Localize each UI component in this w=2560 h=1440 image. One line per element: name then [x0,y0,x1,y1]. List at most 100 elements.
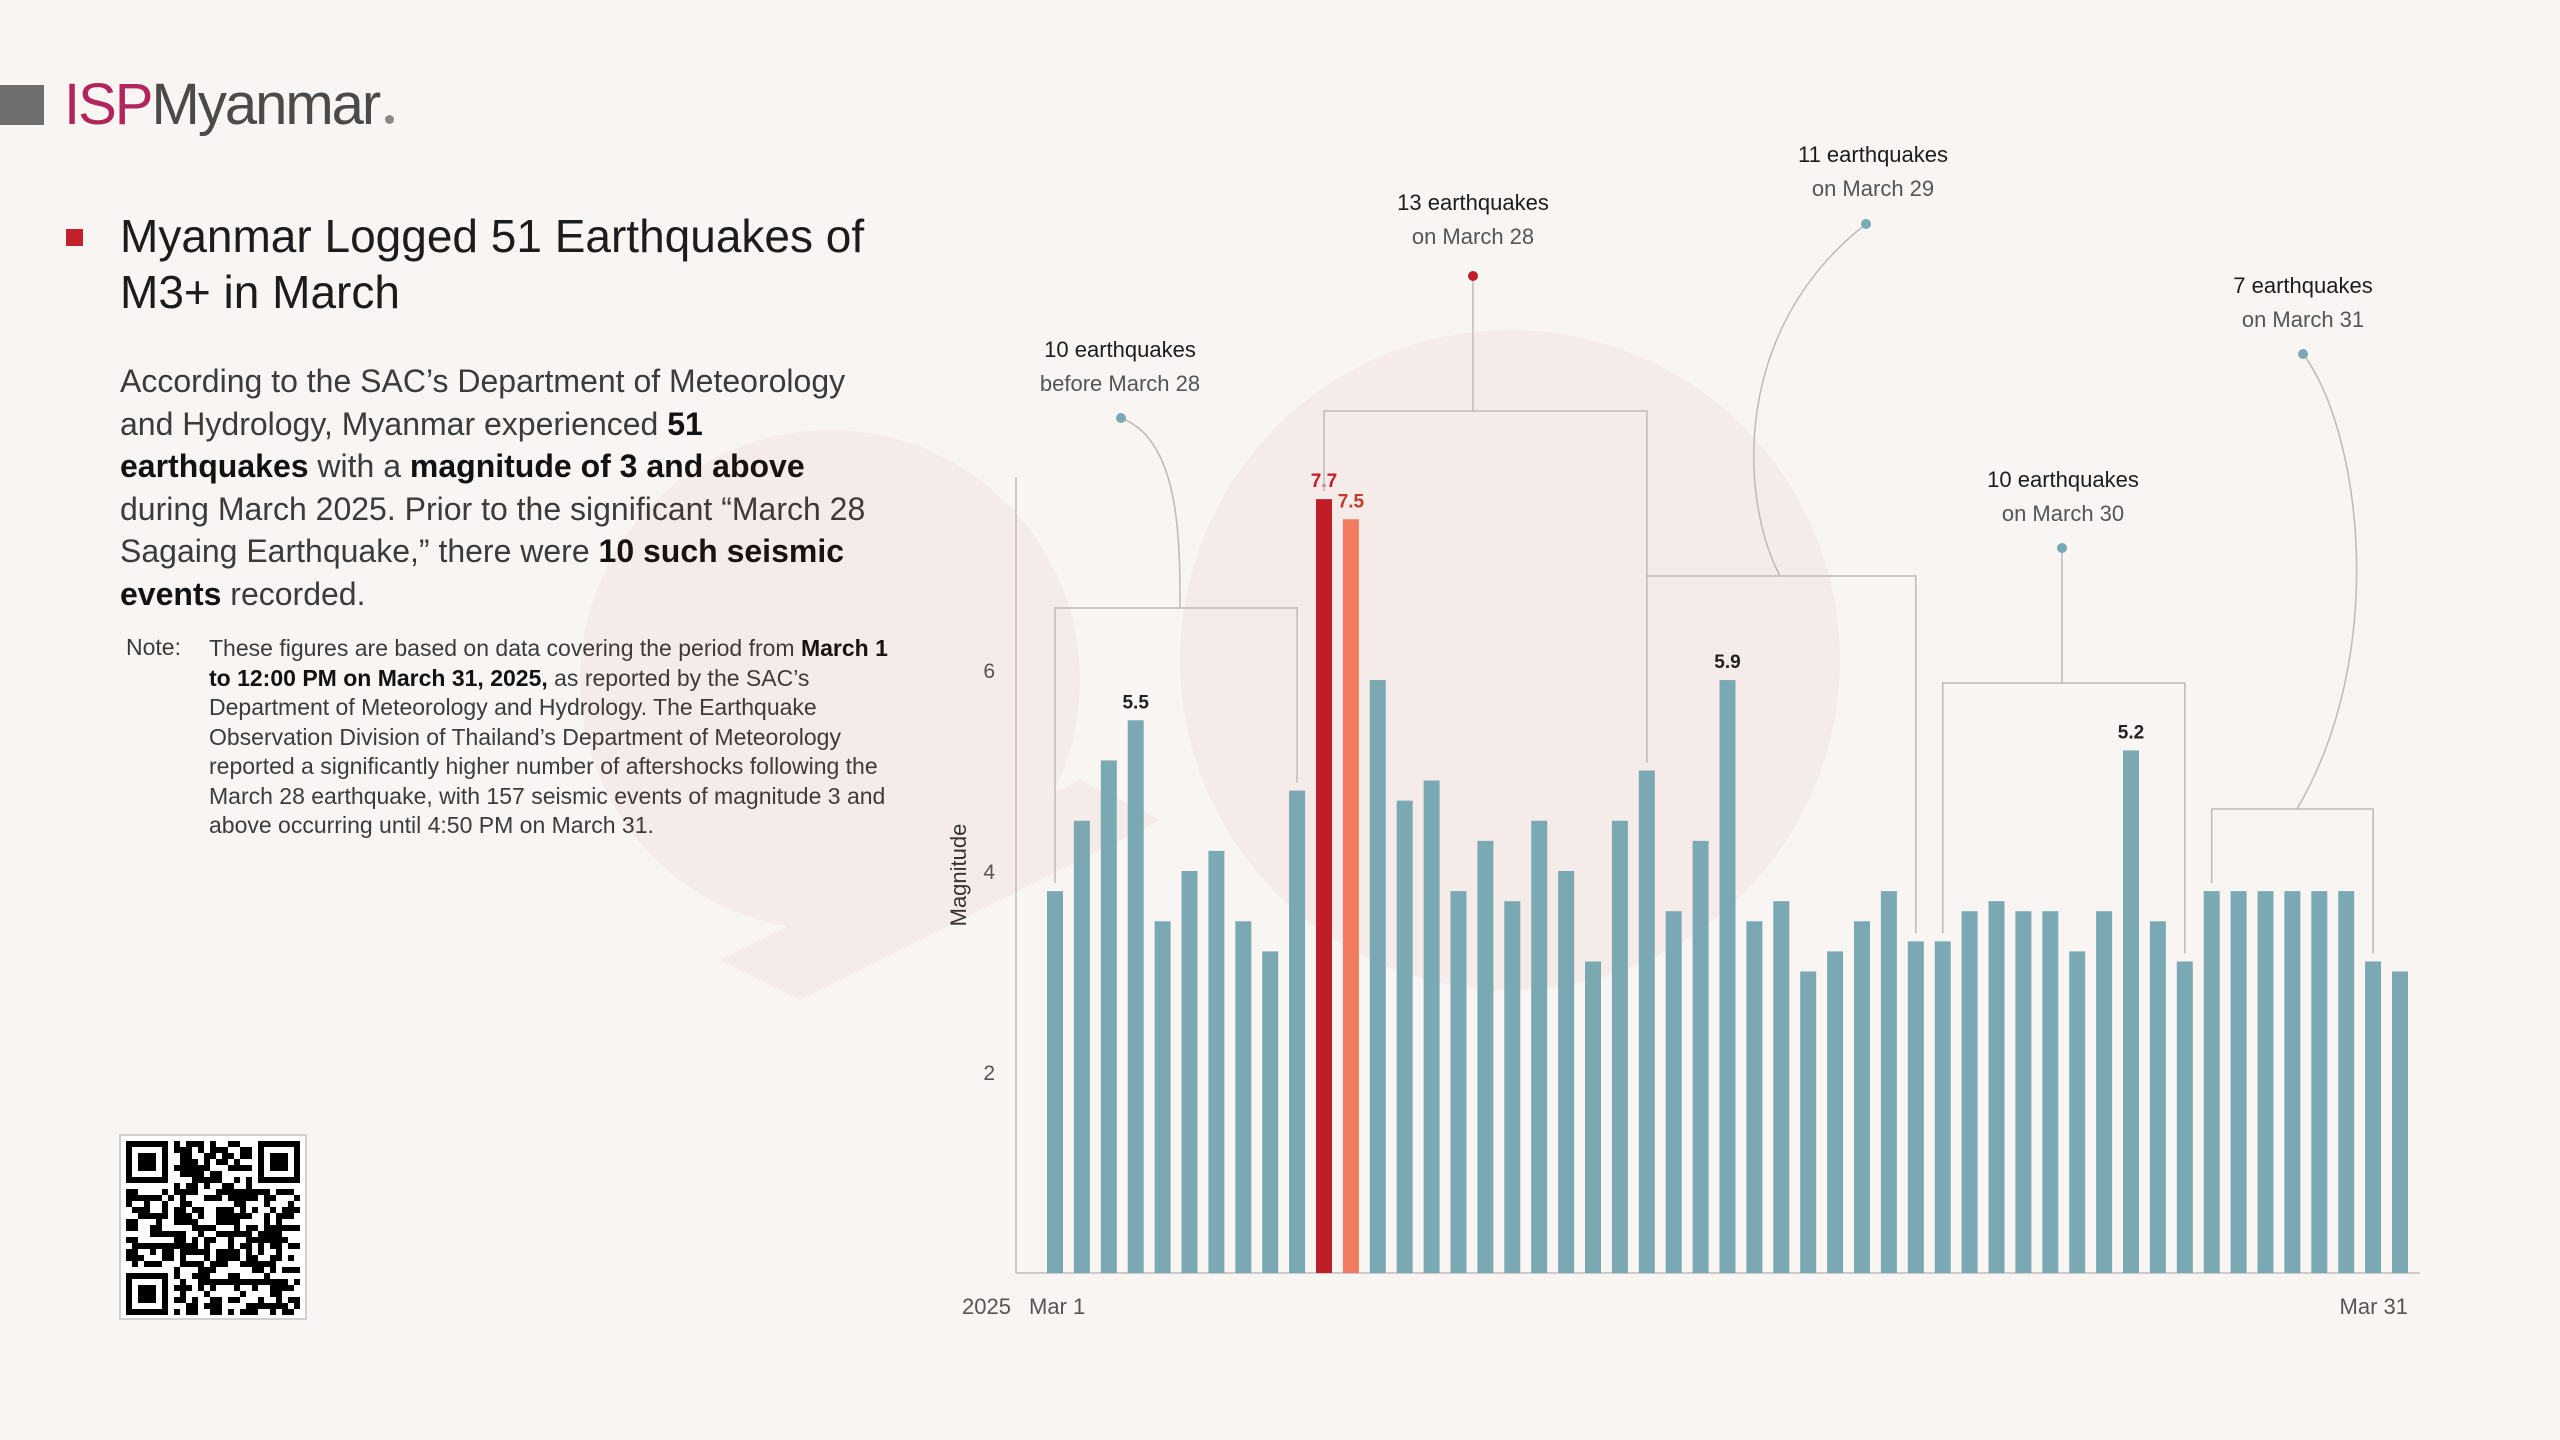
bar [2015,911,2032,1273]
qr-module [174,1213,180,1219]
qr-module [132,1249,138,1255]
qr-module [270,1225,276,1231]
qr-module [228,1231,234,1237]
qr-module [258,1231,264,1237]
qr-module [252,1225,258,1231]
qr-module [204,1279,210,1285]
qr-module [258,1297,264,1303]
qr-module [210,1153,216,1159]
qr-module [210,1297,216,1303]
qr-module [222,1279,228,1285]
qr-module [186,1261,192,1267]
bar [1504,901,1521,1273]
lead-text: with a [308,448,410,484]
bar [1396,800,1413,1273]
y-axis-title: Magnitude [946,824,971,927]
qr-module [126,1201,132,1207]
bar [1423,780,1440,1273]
qr-module [174,1141,180,1147]
qr-module [240,1165,246,1171]
bar [1773,901,1790,1273]
qr-module [282,1279,288,1285]
callout-dot [1116,413,1126,423]
bar [1988,901,2005,1273]
qr-code[interactable] [119,1134,307,1320]
note-text: These figures are based on data covering… [209,634,889,841]
qr-module [228,1153,234,1159]
qr-module [186,1213,192,1219]
qr-module [216,1231,222,1237]
qr-module [132,1219,138,1225]
callout-dot [1861,219,1871,229]
qr-module [264,1273,270,1279]
qr-module [228,1273,234,1279]
qr-module [270,1309,276,1315]
qr-module [222,1147,228,1153]
qr-module [132,1237,138,1243]
bar [1746,921,1763,1273]
headline: Myanmar Logged 51 Earthquakes of M3+ in … [120,210,865,318]
qr-module [192,1219,198,1225]
qr-module [180,1291,186,1297]
qr-module [180,1243,186,1249]
qr-module [216,1207,222,1213]
bar [1127,720,1144,1273]
qr-module [234,1273,240,1279]
logo-name: Myanmar [151,72,382,137]
qr-module [228,1195,234,1201]
qr-module [216,1189,222,1195]
qr-module [216,1303,222,1309]
bar [2230,891,2247,1273]
qr-module [180,1231,186,1237]
qr-module [282,1303,288,1309]
bar [1342,519,1359,1273]
qr-module [174,1231,180,1237]
group-bracket [1941,682,2186,954]
qr-module [252,1261,258,1267]
group-title: 11 earthquakes [1798,142,1948,167]
qr-module [180,1201,186,1207]
qr-module [174,1273,180,1279]
qr-module [228,1207,234,1213]
bar [1638,770,1655,1273]
qr-module [138,1255,144,1261]
qr-module [156,1243,162,1249]
qr-module [246,1225,252,1231]
qr-module [192,1159,198,1165]
group-connector [1120,417,1181,609]
bar [1800,971,1817,1273]
qr-module [186,1243,192,1249]
qr-module [270,1195,276,1201]
qr-module [204,1165,210,1171]
qr-module [294,1267,300,1273]
qr-module [210,1285,216,1291]
qr-module [234,1201,240,1207]
qr-module [264,1279,270,1285]
qr-module [204,1237,210,1243]
qr-module [240,1207,246,1213]
bar [1719,680,1736,1273]
qr-module [186,1309,192,1315]
bar [1531,820,1548,1273]
group-bracket [1646,575,1917,934]
qr-module [216,1159,222,1165]
qr-module [204,1249,210,1255]
qr-module [162,1249,168,1255]
bar [1450,891,1467,1273]
qr-module [180,1147,186,1153]
qr-module [192,1273,198,1279]
qr-module [204,1255,210,1261]
qr-module [132,1225,138,1231]
qr-module [126,1219,132,1225]
callout-dot [2057,543,2067,553]
bar [1477,840,1494,1273]
qr-module [228,1255,234,1261]
qr-module [180,1165,186,1171]
qr-module [258,1267,264,1273]
qr-module [192,1237,198,1243]
group-subtitle: on March 30 [2002,501,2124,526]
qr-module [270,1279,276,1285]
qr-module [216,1195,222,1201]
qr-module [222,1261,228,1267]
qr-module [210,1303,216,1309]
